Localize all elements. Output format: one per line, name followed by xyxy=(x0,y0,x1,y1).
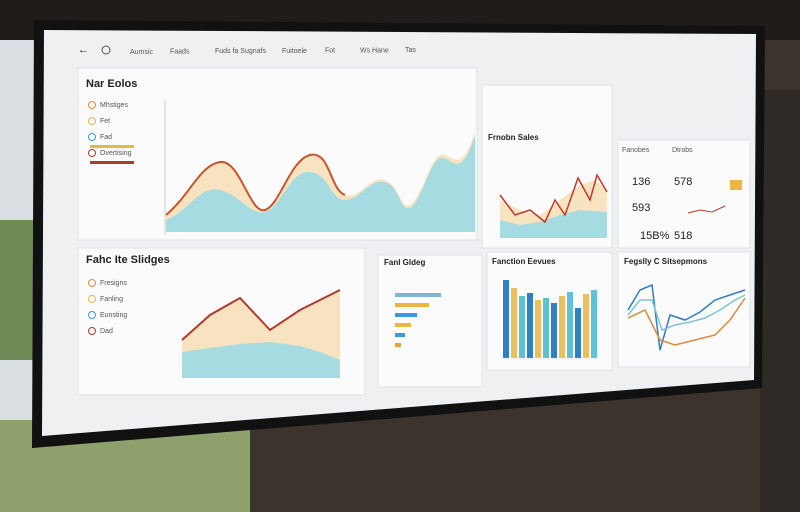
sparkline xyxy=(687,205,726,214)
toolbar-item[interactable]: Fuitoele xyxy=(282,48,307,55)
toolbar-item[interactable]: Fuds fa Sugnafs xyxy=(215,48,266,55)
panel xyxy=(617,139,751,249)
legend-label: Overtising xyxy=(100,150,132,157)
panel-title: Frnobn Sales xyxy=(488,133,539,142)
line xyxy=(499,173,608,224)
area xyxy=(182,342,340,378)
legend-icon xyxy=(88,279,96,287)
legend-bar xyxy=(90,145,134,148)
legend-label: Fad xyxy=(100,134,112,141)
toolbar-item[interactable]: Aumsic xyxy=(130,49,153,56)
legend-icon xyxy=(88,295,96,303)
legend-icon xyxy=(88,117,96,125)
bar xyxy=(395,333,405,337)
legend-icon xyxy=(88,149,96,157)
kpi-value: 136 xyxy=(632,176,650,188)
bar xyxy=(583,294,589,358)
legend-bar xyxy=(90,161,134,164)
line xyxy=(165,153,346,216)
toolbar-item[interactable]: Faads xyxy=(170,49,190,56)
kpi-value: 593 xyxy=(632,202,650,214)
kpi-icon xyxy=(730,180,742,190)
bar xyxy=(527,293,533,358)
kpi-value: 15B% xyxy=(640,230,670,242)
bar xyxy=(503,280,509,358)
legend: Fresigns Fanling Eunsting Dad xyxy=(88,279,127,335)
toolbar-item[interactable]: Fot xyxy=(325,48,335,55)
bar xyxy=(559,296,565,358)
legend-label: Fanling xyxy=(100,296,123,303)
kpi-header: Fanobes xyxy=(622,147,650,154)
panel-title: Fegslly C Sitsepmons xyxy=(624,257,708,266)
wall-right xyxy=(760,90,800,512)
area xyxy=(166,135,475,232)
kpi-value: 518 xyxy=(674,230,692,242)
line xyxy=(181,289,341,341)
legend-icon xyxy=(88,133,96,141)
legend-label: Eunsting xyxy=(100,312,127,319)
panel xyxy=(617,251,751,368)
legend-label: Mhstiges xyxy=(100,102,129,109)
panel-title: Nar Eolos xyxy=(86,78,137,90)
panel-title: Fanction Eevues xyxy=(492,257,556,266)
legend-label: Dad xyxy=(100,328,113,335)
bar-group xyxy=(503,280,597,358)
bar xyxy=(395,303,429,307)
legend-icon xyxy=(88,101,96,109)
back-icon[interactable]: ← xyxy=(78,44,89,56)
legend-icon xyxy=(88,311,96,319)
bar xyxy=(395,293,441,297)
bar xyxy=(395,343,401,347)
panel xyxy=(377,254,483,388)
legend: Mhstiges Fet Fad Overtising xyxy=(88,101,134,164)
home-icon[interactable] xyxy=(101,45,111,55)
bar xyxy=(511,288,517,358)
bar xyxy=(567,292,573,358)
bar xyxy=(535,300,541,358)
bar xyxy=(519,296,525,358)
area xyxy=(500,210,607,238)
bar xyxy=(543,298,549,358)
kpi-group: Fanobes Dtrobs 136 578 593 15B% 518 xyxy=(622,147,693,242)
bar xyxy=(551,303,557,358)
line xyxy=(627,283,746,351)
legend-label: Fresigns xyxy=(100,280,127,287)
line xyxy=(627,294,746,331)
toolbar-item[interactable]: Ws Hane xyxy=(360,47,389,54)
panel-title: Fanl Gldeg xyxy=(384,258,425,267)
legend-label: Fet xyxy=(100,118,110,125)
bar xyxy=(395,323,411,327)
line xyxy=(627,297,746,346)
toolbar-item[interactable]: Tas xyxy=(405,47,416,54)
panel-title: Fahc Ite Slidges xyxy=(86,254,170,266)
kpi-header: Dtrobs xyxy=(672,147,693,154)
bar xyxy=(575,308,581,358)
legend-icon xyxy=(88,327,96,335)
bar xyxy=(591,290,597,358)
kpi-value: 578 xyxy=(674,176,692,188)
bar xyxy=(395,313,417,317)
